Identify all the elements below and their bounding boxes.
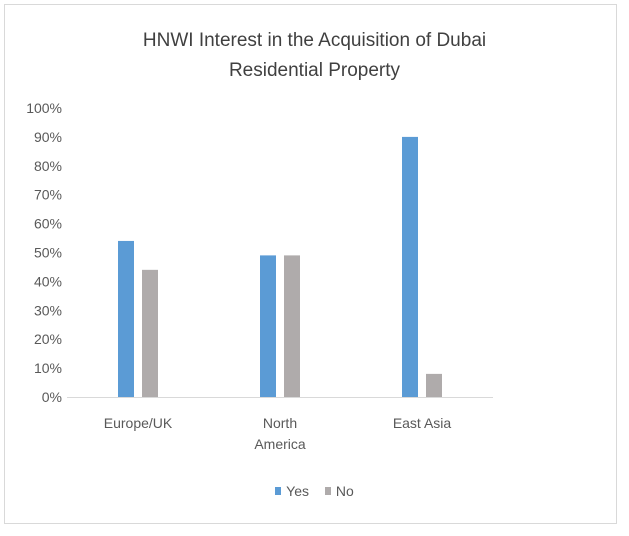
x-category-label: Europe/UK [104, 415, 173, 431]
y-tick-label: 20% [34, 331, 62, 347]
bar-yes [402, 136, 418, 397]
legend-swatch-yes [275, 487, 282, 495]
legend-label-yes: Yes [286, 483, 310, 499]
x-category-label: North [263, 415, 297, 431]
y-tick-label: 70% [34, 187, 62, 203]
chart-title-line: Residential Property [228, 60, 401, 81]
y-tick-label: 60% [34, 216, 62, 232]
legend-swatch-no [324, 487, 331, 495]
chart-title: HNWI Interest in the Acquisition of Duba… [0, 26, 629, 86]
legend-label-no: No [335, 483, 354, 499]
bar-no [284, 255, 300, 397]
y-tick-label: 0% [42, 389, 62, 405]
y-tick-label: 40% [34, 273, 62, 289]
bar-no [426, 373, 442, 397]
bar-yes [118, 240, 134, 397]
y-tick-label: 80% [34, 158, 62, 174]
y-tick-label: 100% [26, 100, 62, 116]
legend-item-yes: Yes [275, 483, 309, 499]
chart-frame [4, 4, 617, 524]
bar-no [142, 269, 158, 397]
legend-item-no: No [324, 483, 354, 499]
y-tick-label: 90% [34, 129, 62, 145]
y-tick-label: 10% [34, 360, 62, 376]
bar-yes [260, 255, 276, 397]
y-tick-label: 30% [34, 302, 62, 318]
x-category-label: America [254, 436, 306, 452]
legend: Yes No [0, 482, 629, 499]
x-category-label: East Asia [393, 415, 452, 431]
chart-title-line: HNWI Interest in the Acquisition of Duba… [142, 30, 487, 51]
y-tick-label: 50% [34, 245, 62, 261]
